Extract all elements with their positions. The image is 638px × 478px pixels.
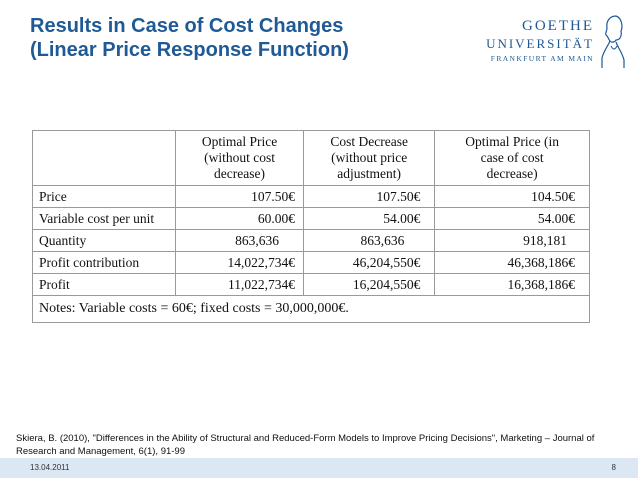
table-row: Profit contribution 14,022,734€ 46,204,5… bbox=[32, 251, 590, 274]
table-header-row: Optimal Price (without cost decrease) Co… bbox=[32, 130, 590, 186]
goethe-portrait-icon bbox=[601, 15, 625, 68]
column-header-line: decrease) bbox=[214, 166, 265, 181]
column-header-line: Optimal Price (in bbox=[465, 134, 560, 149]
table-corner-cell bbox=[32, 130, 176, 186]
table-cell: 918,181 bbox=[434, 229, 590, 252]
table-cell: 107.50€ bbox=[303, 185, 436, 208]
column-header-line: (without cost bbox=[204, 150, 275, 165]
column-header-line: Cost Decrease bbox=[330, 134, 408, 149]
table-row: Price 107.50€ 107.50€ 104.50€ bbox=[32, 185, 590, 208]
table-row: Variable cost per unit 60.00€ 54.00€ 54.… bbox=[32, 207, 590, 230]
column-header: Optimal Price (in case of cost decrease) bbox=[434, 130, 590, 186]
table-notes-row: Notes: Variable costs = 60€; fixed costs… bbox=[32, 295, 590, 323]
table-cell: 16,368,186€ bbox=[434, 273, 590, 296]
row-label: Profit contribution bbox=[32, 251, 176, 274]
logo-goethe-text: GOETHE bbox=[522, 18, 594, 34]
row-label: Quantity bbox=[32, 229, 176, 252]
row-label: Profit bbox=[32, 273, 176, 296]
slide-title-line-2: (Linear Price Response Function) bbox=[30, 39, 349, 61]
column-header-line: case of cost bbox=[480, 150, 544, 165]
column-header: Optimal Price (without cost decrease) bbox=[174, 130, 305, 186]
table-cell: 11,022,734€ bbox=[174, 273, 305, 296]
table-cell: 60.00€ bbox=[174, 207, 305, 230]
column-header-line: (without price bbox=[331, 150, 408, 165]
table-cell: 863,636 bbox=[303, 229, 436, 252]
column-header-line: Optimal Price bbox=[201, 134, 278, 149]
slide-title-line-1: Results in Case of Cost Changes bbox=[30, 15, 344, 37]
footer-bar: 13.04.2011 8 bbox=[0, 458, 638, 478]
column-header-line: decrease) bbox=[486, 166, 538, 181]
logo-universitaet-text: UNIVERSITÄT bbox=[486, 36, 594, 51]
table-cell: 46,368,186€ bbox=[434, 251, 590, 274]
results-table: Optimal Price (without cost decrease) Co… bbox=[32, 130, 590, 323]
footer-date: 13.04.2011 bbox=[30, 463, 70, 472]
table-cell: 46,204,550€ bbox=[303, 251, 436, 274]
row-label: Price bbox=[32, 185, 176, 208]
table-cell: 107.50€ bbox=[174, 185, 305, 208]
table-row: Profit 11,022,734€ 16,204,550€ 16,368,18… bbox=[32, 273, 590, 296]
logo-city-text: FRANKFURT AM MAIN bbox=[490, 54, 594, 63]
table-notes: Notes: Variable costs = 60€; fixed costs… bbox=[32, 295, 590, 323]
row-label: Variable cost per unit bbox=[32, 207, 176, 230]
column-header: Cost Decrease (without price adjustment) bbox=[303, 130, 436, 186]
table-cell: 16,204,550€ bbox=[303, 273, 436, 296]
reference-citation: Skiera, B. (2010), "Differences in the A… bbox=[16, 433, 595, 457]
table-cell: 14,022,734€ bbox=[174, 251, 305, 274]
page-number: 8 bbox=[611, 463, 616, 472]
table-cell: 863,636 bbox=[174, 229, 305, 252]
table-row: Quantity 863,636 863,636 918,181 bbox=[32, 229, 590, 252]
table-cell: 54.00€ bbox=[303, 207, 436, 230]
table-cell: 104.50€ bbox=[434, 185, 590, 208]
slide-title: Results in Case of Cost Changes (Linear … bbox=[30, 14, 349, 62]
table-cell: 54.00€ bbox=[434, 207, 590, 230]
university-logo: GOETHE UNIVERSITÄT FRANKFURT AM MAIN bbox=[458, 12, 628, 72]
column-header-line: adjustment) bbox=[337, 166, 402, 181]
